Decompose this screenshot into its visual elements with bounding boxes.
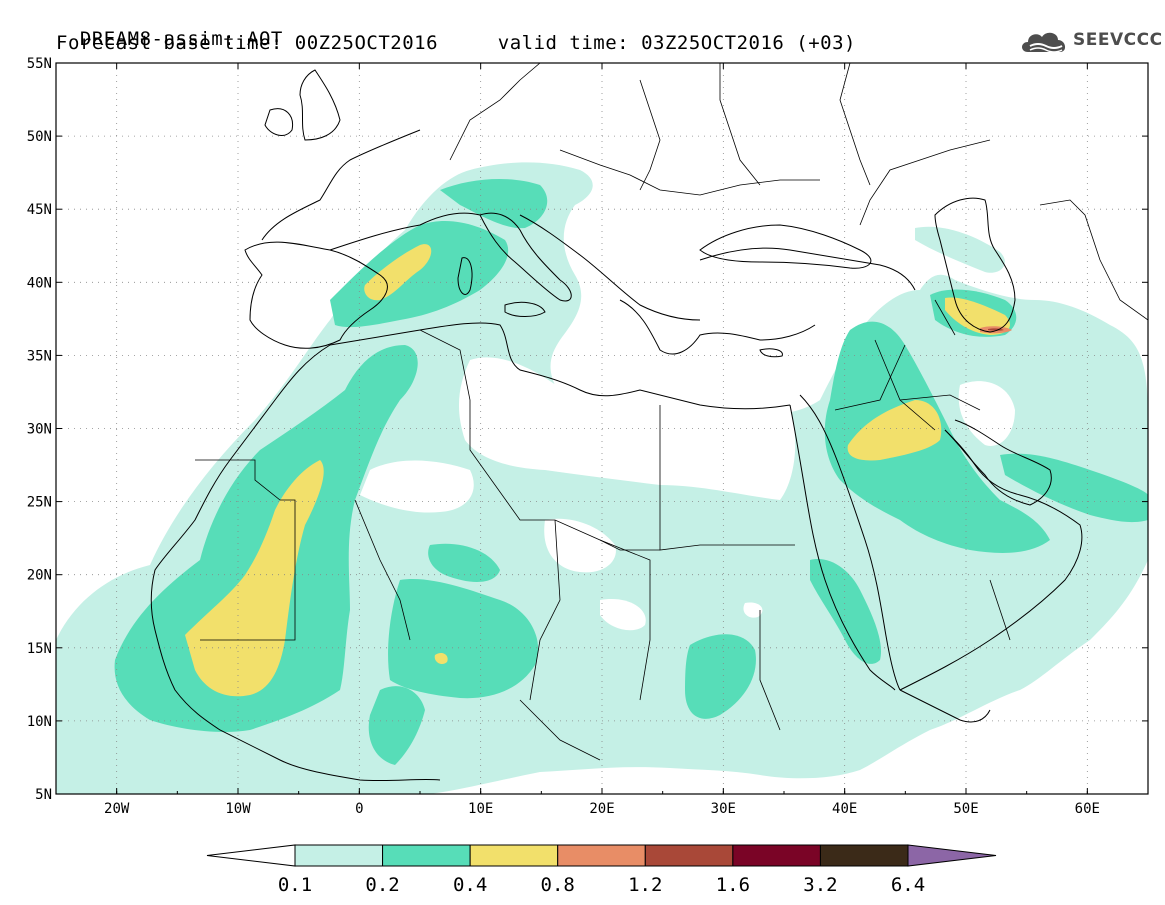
colorbar-swatch — [644, 844, 734, 867]
lat-label: 35N — [27, 348, 52, 364]
colorbar-label: 0.2 — [365, 874, 399, 896]
base-time-value: 00Z25OCT2016 — [294, 32, 439, 54]
aot-field-low-holes — [360, 357, 1015, 631]
colorbar-label: 0.1 — [278, 874, 312, 896]
latitude-axis: 55N 50N 45N 40N 35N 30N 25N 20N 15N 10N 5N — [27, 56, 1148, 803]
valid-time-value: 03Z25OCT2016 (+03) — [641, 32, 856, 54]
lon-label: 40E — [832, 801, 857, 817]
lat-label: 5N — [35, 787, 52, 803]
lat-label: 50N — [27, 129, 52, 145]
cloud-icon — [1022, 32, 1066, 53]
colorbar-label: 3.2 — [803, 874, 837, 896]
lat-label: 40N — [27, 275, 52, 291]
valid-time-label: valid time: — [497, 32, 630, 54]
lat-label: 10N — [27, 714, 52, 730]
colorbar-low-triangle — [206, 844, 296, 867]
map-content — [56, 63, 1148, 794]
lat-label: 20N — [27, 568, 52, 584]
coastlines — [150, 69, 1083, 782]
political-borders — [195, 63, 1148, 761]
lat-label: 15N — [27, 641, 52, 657]
title-line-1: DREAM8-assim: AOT — [56, 6, 283, 50]
colorbar-label: 0.8 — [541, 874, 575, 896]
colorbar-high-triangle — [907, 844, 997, 867]
colorbar-swatch — [732, 844, 821, 867]
title-text: DREAM8-assim: AOT — [79, 28, 283, 50]
colorbar-label: 1.2 — [628, 874, 662, 896]
lat-label: 55N — [27, 56, 52, 72]
aot-field-0-4 — [185, 244, 1010, 697]
colorbar-label: 1.6 — [716, 874, 750, 896]
title-line-2: Forecast base time: 00Z25OCT2016 valid t… — [56, 32, 856, 54]
colorbar-swatch — [557, 844, 646, 867]
lon-label: 30E — [711, 801, 736, 817]
lon-label: 0 — [355, 801, 363, 817]
seevccc-logo: SEEVCCC — [1018, 26, 1162, 58]
colorbar-swatch — [469, 844, 559, 867]
colorbar-swatch — [294, 844, 384, 867]
colorbar-swatch — [382, 844, 471, 867]
lon-label: 20W — [104, 801, 130, 817]
grid-lines — [56, 63, 1148, 794]
lon-label: 50E — [953, 801, 978, 817]
lon-label: 60E — [1075, 801, 1100, 817]
lat-label: 25N — [27, 495, 52, 511]
lon-label: 20E — [589, 801, 614, 817]
lon-label: 10E — [468, 801, 493, 817]
colorbar-label: 6.4 — [891, 874, 925, 896]
lon-label: 10W — [225, 801, 251, 817]
base-time-label: Forecast base time: — [56, 32, 283, 54]
longitude-axis: 20W 10W 0 10E 20E 30E 40E 50E 60E — [55, 63, 1149, 817]
aot-colorbar: 0.1 0.2 0.4 0.8 1.2 1.6 3.2 6.4 — [206, 844, 997, 896]
lat-label: 45N — [27, 202, 52, 218]
colorbar-label: 0.4 — [453, 874, 487, 896]
colorbar-swatch — [819, 844, 909, 867]
logo-text: SEEVCCC — [1073, 30, 1163, 50]
lat-label: 30N — [27, 422, 52, 438]
